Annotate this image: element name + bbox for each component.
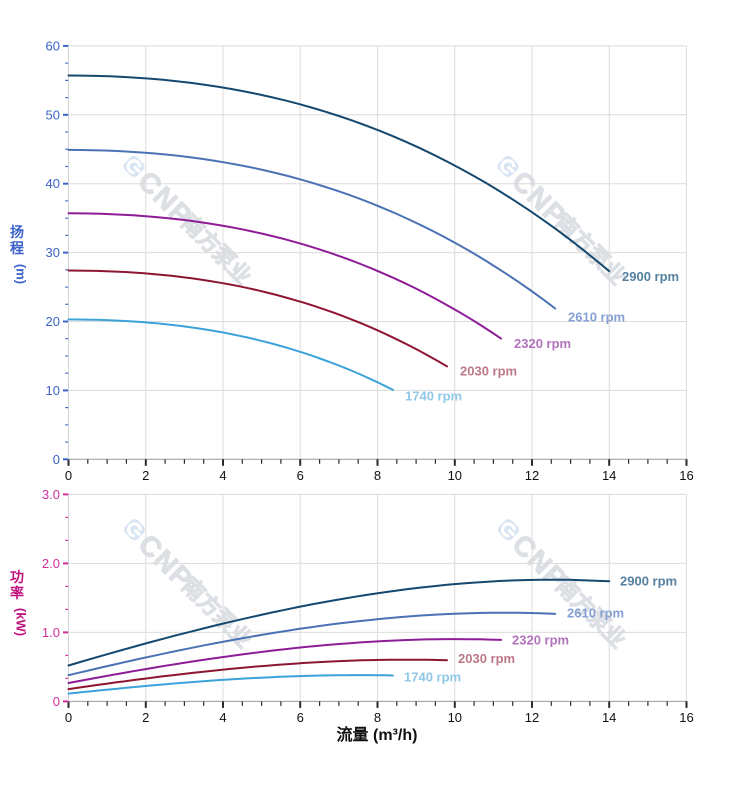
svg-text:2610 rpm: 2610 rpm <box>567 606 624 621</box>
svg-text:10: 10 <box>46 383 60 398</box>
svg-text:8: 8 <box>374 710 381 725</box>
svg-text:40: 40 <box>46 176 60 191</box>
svg-text:2900 rpm: 2900 rpm <box>622 269 679 284</box>
svg-text:2320 rpm: 2320 rpm <box>512 633 569 648</box>
svg-text:1740 rpm: 1740 rpm <box>405 389 462 404</box>
svg-text:6: 6 <box>297 710 304 725</box>
svg-text:0: 0 <box>53 452 60 467</box>
svg-text:12: 12 <box>525 468 539 483</box>
svg-text:2610 rpm: 2610 rpm <box>568 310 625 325</box>
svg-text:50: 50 <box>46 107 60 122</box>
svg-text:2.0: 2.0 <box>42 556 60 571</box>
svg-text:20: 20 <box>46 314 60 329</box>
svg-text:流量 (m³/h): 流量 (m³/h) <box>337 725 418 744</box>
svg-text:0: 0 <box>53 694 60 709</box>
svg-text:4: 4 <box>219 710 226 725</box>
svg-text:功: 功 <box>10 569 24 585</box>
svg-text:14: 14 <box>602 710 616 725</box>
svg-text:16: 16 <box>679 468 693 483</box>
svg-text:(m): (m) <box>14 264 29 284</box>
svg-text:4: 4 <box>219 468 226 483</box>
svg-text:12: 12 <box>525 710 539 725</box>
svg-text:3.0: 3.0 <box>42 487 60 502</box>
svg-text:2030 rpm: 2030 rpm <box>458 651 515 666</box>
svg-text:1740 rpm: 1740 rpm <box>404 670 461 685</box>
svg-text:0: 0 <box>65 468 72 483</box>
svg-text:2030 rpm: 2030 rpm <box>460 364 517 379</box>
svg-text:2320 rpm: 2320 rpm <box>514 336 571 351</box>
svg-text:率: 率 <box>10 585 24 601</box>
svg-text:0: 0 <box>65 710 72 725</box>
svg-text:6: 6 <box>297 468 304 483</box>
svg-text:1.0: 1.0 <box>42 625 60 640</box>
svg-text:(kW): (kW) <box>14 608 29 636</box>
svg-text:30: 30 <box>46 245 60 260</box>
svg-text:8: 8 <box>374 468 381 483</box>
svg-text:2900 rpm: 2900 rpm <box>620 574 677 589</box>
svg-text:程: 程 <box>10 240 24 256</box>
svg-text:2: 2 <box>142 710 149 725</box>
svg-text:10: 10 <box>448 710 462 725</box>
svg-text:60: 60 <box>46 38 60 53</box>
svg-text:16: 16 <box>679 710 693 725</box>
svg-text:10: 10 <box>448 468 462 483</box>
svg-text:14: 14 <box>602 468 616 483</box>
svg-text:扬: 扬 <box>10 224 24 240</box>
svg-text:2: 2 <box>142 468 149 483</box>
